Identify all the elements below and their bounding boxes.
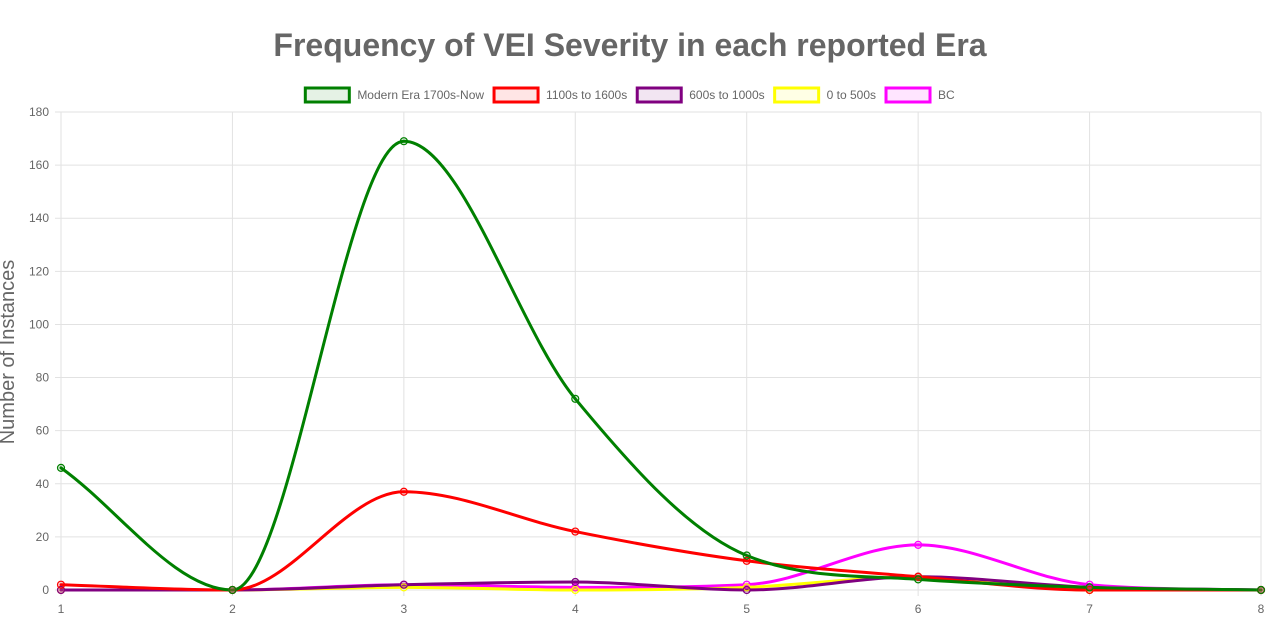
y-tick-label: 140 bbox=[29, 211, 49, 225]
y-tick-label: 40 bbox=[36, 477, 50, 491]
y-tick-label: 100 bbox=[29, 317, 49, 331]
data-point-modern-era-1700s-now[interactable] bbox=[228, 585, 237, 595]
legend-label: Modern Era 1700s-Now bbox=[357, 88, 484, 102]
data-point-modern-era-1700s-now[interactable] bbox=[1256, 585, 1266, 595]
x-tick-label: 4 bbox=[572, 602, 579, 616]
legend-swatch bbox=[635, 86, 683, 104]
legend-label: 1100s to 1600s bbox=[546, 88, 627, 102]
x-tick-label: 7 bbox=[1086, 602, 1093, 616]
legend-item-600s-to-1000s[interactable]: 600s to 1000s bbox=[635, 86, 765, 104]
series-points bbox=[56, 137, 1266, 595]
data-point-1100s-to-1600s[interactable] bbox=[914, 572, 923, 581]
data-point-0-to-500s[interactable] bbox=[742, 583, 751, 592]
legend-label: 600s to 1000s bbox=[689, 88, 764, 102]
legend-swatch bbox=[884, 86, 932, 104]
data-point-modern-era-1700s-now[interactable] bbox=[914, 575, 923, 584]
data-point-1100s-to-1600s[interactable] bbox=[56, 580, 66, 589]
legend-label: 0 to 500s bbox=[827, 88, 876, 102]
x-tick-label: 5 bbox=[743, 602, 750, 616]
x-tick-label: 2 bbox=[229, 602, 236, 616]
data-point-1100s-to-1600s[interactable] bbox=[1085, 585, 1094, 595]
y-tick-label: 80 bbox=[36, 371, 50, 385]
x-tick-label: 1 bbox=[58, 602, 65, 616]
legend-item-0-to-500s[interactable]: 0 to 500s bbox=[773, 86, 876, 104]
data-point-600s-to-1000s[interactable] bbox=[742, 585, 751, 595]
x-axis-ticks: 1 2 3 4 5 6 7 8 bbox=[58, 602, 1265, 616]
data-point-1100s-to-1600s[interactable] bbox=[571, 527, 580, 536]
data-point-modern-era-1700s-now[interactable] bbox=[399, 137, 408, 146]
legend-item-bc[interactable]: BC bbox=[884, 86, 955, 104]
x-tick-label: 8 bbox=[1258, 602, 1265, 616]
data-point-0-to-500s[interactable] bbox=[571, 585, 580, 595]
data-point-600s-to-1000s[interactable] bbox=[399, 580, 408, 589]
series-line-bc bbox=[59, 543, 1263, 592]
legend[interactable]: Modern Era 1700s-Now 1100s to 1600s 600s t… bbox=[303, 86, 955, 104]
series-line-1100s-to-1600s bbox=[59, 490, 1263, 592]
data-point-0-to-500s[interactable] bbox=[399, 583, 408, 592]
chart-title: Frequency of VEI Severity in each report… bbox=[273, 27, 986, 63]
data-point-1100s-to-1600s[interactable] bbox=[399, 487, 408, 496]
legend-label: BC bbox=[938, 88, 955, 102]
legend-swatch bbox=[303, 86, 351, 104]
y-tick-label: 60 bbox=[36, 424, 50, 438]
x-tick-label: 6 bbox=[915, 602, 922, 616]
y-tick-label: 160 bbox=[29, 158, 49, 172]
legend-swatch bbox=[773, 86, 821, 104]
data-point-modern-era-1700s-now[interactable] bbox=[742, 551, 751, 560]
legend-item-1100s-to-1600s[interactable]: 1100s to 1600s bbox=[492, 86, 627, 104]
grid bbox=[55, 111, 1262, 596]
legend-item-modern-era-1700s-now[interactable]: Modern Era 1700s-Now bbox=[303, 86, 484, 104]
legend-swatch bbox=[492, 86, 540, 104]
data-point-modern-era-1700s-now[interactable] bbox=[571, 394, 580, 403]
y-tick-label: 20 bbox=[36, 530, 50, 544]
data-point-bc[interactable] bbox=[914, 540, 923, 549]
y-axis-label: Number of Instances bbox=[0, 260, 19, 445]
y-axis-ticks: 0 20 40 60 80 100 120 140 160 180 bbox=[29, 105, 49, 597]
y-tick-label: 0 bbox=[42, 583, 49, 597]
series-lines bbox=[59, 139, 1263, 592]
x-tick-label: 3 bbox=[401, 602, 408, 616]
data-point-modern-era-1700s-now[interactable] bbox=[56, 463, 66, 472]
series-line-modern-era-1700s-now bbox=[59, 139, 1263, 592]
y-tick-label: 120 bbox=[29, 264, 49, 278]
y-tick-label: 180 bbox=[29, 105, 49, 119]
data-point-modern-era-1700s-now[interactable] bbox=[1085, 583, 1094, 592]
data-point-600s-to-1000s[interactable] bbox=[571, 577, 580, 587]
